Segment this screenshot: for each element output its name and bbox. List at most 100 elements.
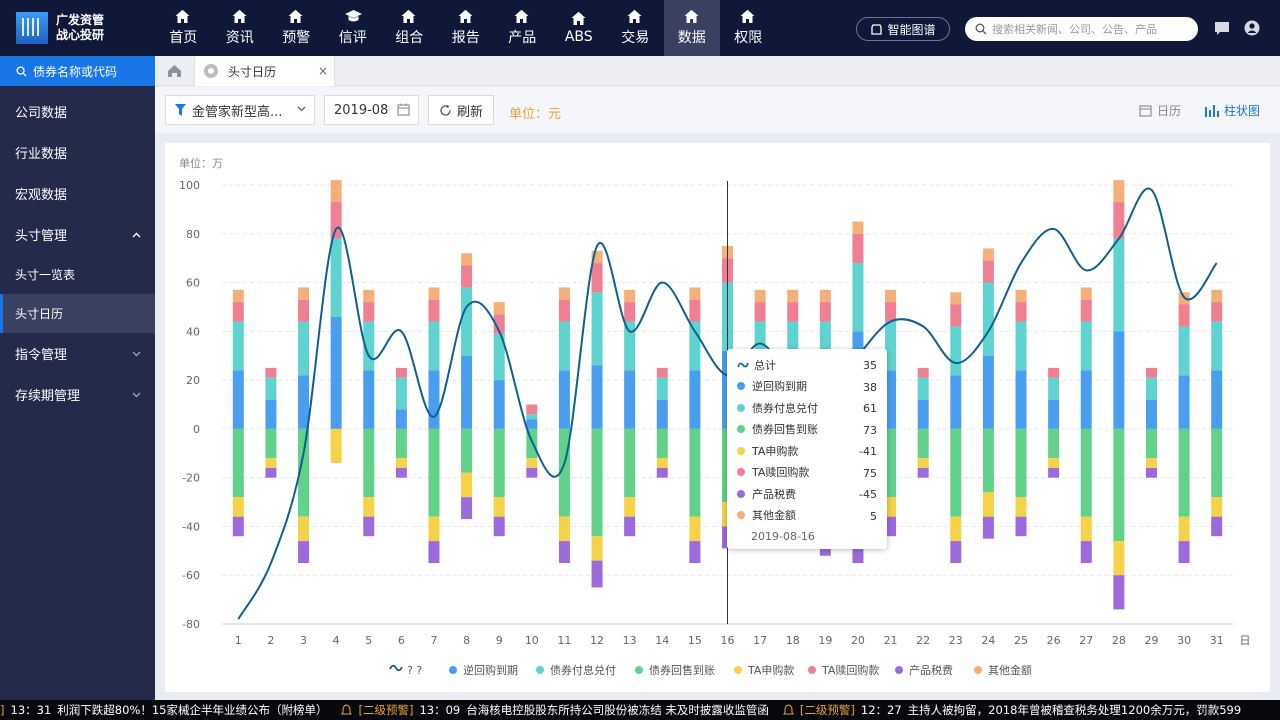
nav-item-4[interactable]: 组合 — [381, 0, 438, 56]
bar-segment[interactable] — [526, 404, 538, 415]
bar-segment[interactable] — [624, 321, 636, 371]
bar-segment[interactable] — [982, 428, 994, 493]
bar-segment[interactable] — [787, 289, 799, 303]
sidebar-item-position-overview[interactable]: 头寸一览表 — [0, 255, 155, 294]
bar-segment[interactable] — [461, 428, 473, 473]
bar-segment[interactable] — [493, 333, 505, 381]
bar-segment[interactable] — [1145, 377, 1157, 400]
bar-segment[interactable] — [591, 428, 603, 537]
bar-segment[interactable] — [885, 370, 897, 429]
bar-segment[interactable] — [493, 516, 505, 537]
bar-segment[interactable] — [591, 365, 603, 429]
bar-segment[interactable] — [787, 321, 799, 371]
bar-segment[interactable] — [428, 516, 440, 542]
bar-segment[interactable] — [1211, 302, 1223, 322]
bond-search-input[interactable]: 债券名称或代码 — [0, 56, 155, 86]
bar-segment[interactable] — [265, 399, 277, 429]
bar-segment[interactable] — [917, 467, 929, 478]
ticker-item[interactable]: [二级预警] 13：09 台海核电控股股东所持公司股份被冻结 未及时披露收监管函 — [341, 702, 769, 718]
bar-segment[interactable] — [395, 467, 407, 478]
bar-segment[interactable] — [1048, 428, 1060, 459]
bar-segment[interactable] — [395, 428, 407, 459]
sidebar-item-instruction-management[interactable]: 指令管理 — [0, 333, 155, 374]
bar-segment[interactable] — [428, 541, 440, 564]
bar-segment[interactable] — [298, 516, 310, 542]
bar-segment[interactable] — [526, 458, 538, 468]
bar-segment[interactable] — [428, 370, 440, 429]
bar-segment[interactable] — [428, 321, 440, 371]
legend-item[interactable]: TA赎回购款 — [808, 663, 879, 677]
ticker-item[interactable]: 13：31 利润下跌超80%！15家械企半年业绩公布（附榜单） — [11, 702, 328, 718]
refresh-button[interactable]: 刷新 — [428, 95, 494, 125]
legend-item[interactable]: 债券付息兑付 — [536, 663, 616, 677]
bar-segment[interactable] — [493, 380, 505, 429]
global-search-input[interactable]: 搜索相关新闻、公司、公告、产品 — [965, 17, 1198, 41]
bar-segment[interactable] — [950, 326, 962, 376]
nav-item-10[interactable]: 权限 — [720, 0, 777, 56]
bar-segment[interactable] — [1211, 321, 1223, 371]
bar-segment[interactable] — [1145, 428, 1157, 459]
nav-item-8[interactable]: 交易 — [607, 0, 664, 56]
bar-segment[interactable] — [493, 314, 505, 334]
bar-segment[interactable] — [330, 202, 342, 239]
bar-segment[interactable] — [363, 321, 375, 371]
bar-segment[interactable] — [558, 516, 570, 542]
bar-segment[interactable] — [982, 516, 994, 539]
bar-segment[interactable] — [232, 302, 244, 322]
bar-segment[interactable] — [428, 287, 440, 300]
bar-segment[interactable] — [885, 428, 897, 498]
bar-segment[interactable] — [819, 302, 831, 322]
bar-segment[interactable] — [624, 302, 636, 322]
bar-segment[interactable] — [558, 321, 570, 371]
bar-segment[interactable] — [526, 467, 538, 478]
bar-segment[interactable] — [950, 516, 962, 542]
view-calendar-toggle[interactable]: 日历 — [1139, 102, 1181, 119]
close-icon[interactable]: × — [317, 64, 328, 78]
bar-segment[interactable] — [1048, 467, 1060, 478]
nav-item-2[interactable]: 预警 — [268, 0, 325, 56]
bar-segment[interactable] — [232, 289, 244, 303]
bar-segment[interactable] — [656, 377, 668, 400]
bar-segment[interactable] — [656, 467, 668, 478]
bar-segment[interactable] — [1080, 428, 1092, 517]
bar-segment[interactable] — [1015, 321, 1027, 371]
bar-segment[interactable] — [950, 375, 962, 429]
bar-segment[interactable] — [591, 560, 603, 588]
bar-segment[interactable] — [330, 316, 342, 429]
bar-segment[interactable] — [852, 221, 864, 234]
bar-segment[interactable] — [982, 492, 994, 517]
bar-segment[interactable] — [298, 375, 310, 429]
bar-segment[interactable] — [395, 377, 407, 410]
bar-segment[interactable] — [1113, 238, 1125, 332]
legend-item-line[interactable]: ? ? — [389, 664, 422, 677]
bar-segment[interactable] — [1080, 321, 1092, 371]
bar-segment[interactable] — [950, 304, 962, 327]
bar-segment[interactable] — [363, 428, 375, 498]
brand-logo[interactable]: 广发资管 战心投研 — [0, 0, 155, 56]
bar-segment[interactable] — [950, 428, 962, 517]
bar-segment[interactable] — [1211, 370, 1223, 429]
bar-segment[interactable] — [591, 536, 603, 561]
bar-segment[interactable] — [1080, 541, 1092, 564]
bar-segment[interactable] — [950, 292, 962, 305]
bar-segment[interactable] — [1015, 302, 1027, 322]
month-picker[interactable]: 2019-08 — [324, 95, 419, 125]
bar-segment[interactable] — [885, 516, 897, 537]
product-filter-select[interactable]: 金管家新型高... — [165, 95, 315, 125]
bar-segment[interactable] — [330, 180, 342, 203]
view-bar-chart-toggle[interactable]: 柱状图 — [1205, 102, 1260, 119]
bar-segment[interactable] — [591, 250, 603, 264]
bar-segment[interactable] — [1211, 516, 1223, 537]
bar-segment[interactable] — [689, 541, 701, 564]
bar-segment[interactable] — [298, 428, 310, 517]
bar-segment[interactable] — [1178, 375, 1190, 429]
bar-segment[interactable] — [624, 370, 636, 429]
bar-segment[interactable] — [1080, 287, 1092, 300]
bar-segment[interactable] — [1211, 428, 1223, 498]
bar-segment[interactable] — [526, 428, 538, 459]
bar-segment[interactable] — [265, 458, 277, 468]
bar-segment[interactable] — [558, 287, 570, 300]
bar-segment[interactable] — [591, 263, 603, 293]
bar-segment[interactable] — [1048, 458, 1060, 468]
